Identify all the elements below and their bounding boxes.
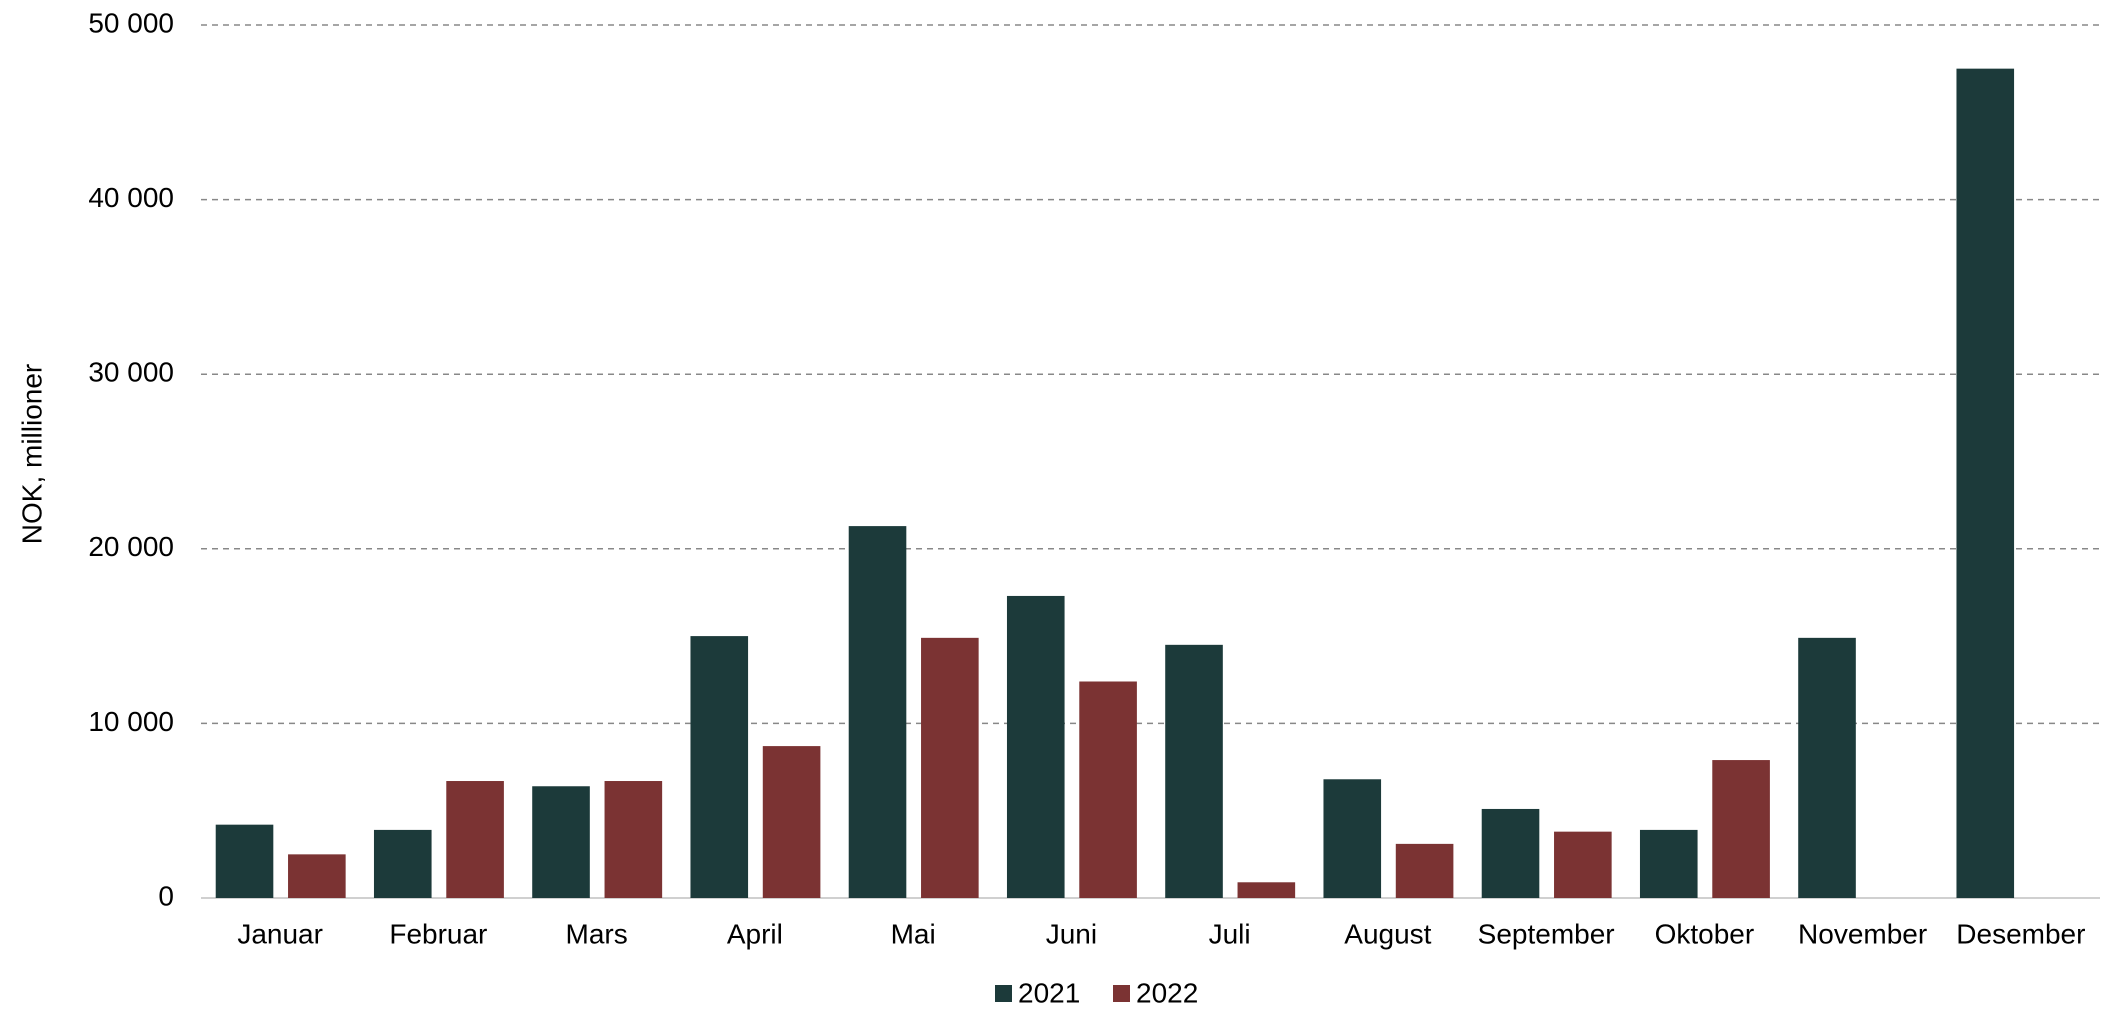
legend-swatch: [1113, 985, 1130, 1002]
x-tick-label: Mai: [891, 918, 936, 949]
bar: [848, 526, 907, 898]
bar: [446, 781, 504, 898]
y-tick-label: 10 000: [88, 706, 174, 737]
y-tick-label: 50 000: [88, 7, 174, 38]
bar: [1323, 779, 1382, 898]
bar: [1079, 681, 1137, 898]
bar: [215, 824, 274, 898]
bar: [690, 636, 749, 898]
bar: [1639, 829, 1698, 898]
bar: [1554, 831, 1612, 898]
bar: [1481, 808, 1540, 898]
bar: [288, 854, 346, 898]
y-tick-label: 20 000: [88, 531, 174, 562]
bar: [762, 746, 821, 898]
bar: [1798, 637, 1856, 898]
bar: [1712, 760, 1770, 898]
bar: [373, 829, 432, 898]
bar: [1165, 644, 1223, 898]
y-tick-label: 40 000: [88, 182, 174, 213]
bar: [1237, 882, 1296, 898]
bar: [1956, 68, 2015, 898]
y-tick-label: 30 000: [88, 357, 174, 388]
y-tick-label: 0: [158, 880, 174, 911]
x-tick-label: November: [1798, 918, 1927, 949]
bar: [604, 781, 663, 898]
legend-swatch: [995, 985, 1012, 1002]
bar: [1006, 595, 1065, 898]
legend-label: 2021: [1018, 977, 1080, 1008]
x-tick-label: Mars: [566, 918, 628, 949]
bar: [1395, 843, 1454, 898]
x-tick-label: Oktober: [1655, 918, 1755, 949]
x-tick-label: Februar: [389, 918, 487, 949]
bar: [921, 637, 979, 898]
x-tick-label: Juni: [1046, 918, 1097, 949]
bar: [532, 786, 590, 898]
x-tick-label: August: [1344, 918, 1431, 949]
legend-label: 2022: [1136, 977, 1198, 1008]
x-tick-label: Desember: [1956, 918, 2085, 949]
x-tick-label: April: [727, 918, 783, 949]
x-tick-label: Juli: [1209, 918, 1251, 949]
y-axis-label: NOK, millioner: [16, 364, 47, 544]
x-tick-label: September: [1478, 918, 1615, 949]
x-tick-label: Januar: [237, 918, 323, 949]
